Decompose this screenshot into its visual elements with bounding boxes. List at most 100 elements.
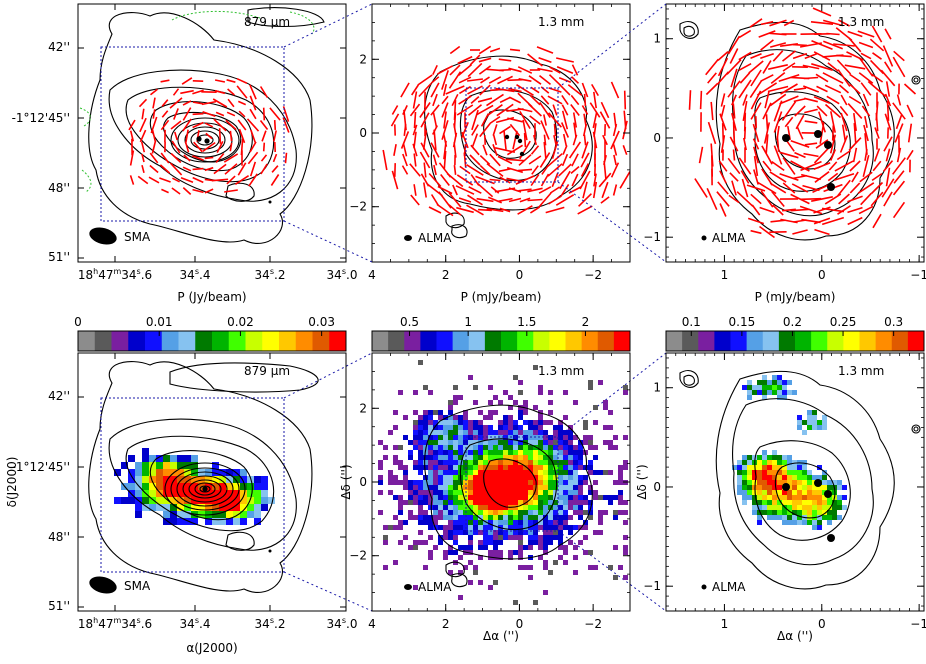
heatmap-cell xyxy=(787,455,792,460)
heatmap-cell xyxy=(473,400,478,405)
heatmap-cell xyxy=(433,470,438,475)
heatmap-cell xyxy=(578,500,583,505)
heatmap-cell xyxy=(448,400,453,405)
polarization-vector xyxy=(701,91,702,109)
heatmap-cell xyxy=(573,445,578,450)
heatmap-cell xyxy=(156,469,163,476)
tr-source-marker xyxy=(824,141,832,149)
polarization-vector xyxy=(262,155,267,161)
polarization-vector xyxy=(507,118,522,122)
heatmap-cell xyxy=(807,505,812,510)
polarization-vector xyxy=(782,102,795,121)
polarization-vector xyxy=(206,133,212,138)
heatmap-cell xyxy=(583,480,588,485)
heatmap-cell xyxy=(393,425,398,430)
heatmap-cell xyxy=(468,470,473,475)
heatmap-cell xyxy=(812,520,817,525)
heatmap-cell xyxy=(438,505,443,510)
tl-source-marker xyxy=(269,201,272,204)
heatmap-cell xyxy=(473,495,478,500)
colorbar-swatch xyxy=(95,331,112,351)
polarization-vector xyxy=(404,124,405,136)
heatmap-cell xyxy=(438,510,443,515)
polarization-vector xyxy=(161,80,170,82)
polarization-vector xyxy=(529,104,542,116)
colorbar-swatch xyxy=(731,331,748,351)
heatmap-cell xyxy=(593,495,598,500)
heatmap-cell xyxy=(538,415,543,420)
heatmap-cell xyxy=(518,430,523,435)
heatmap-cell xyxy=(453,415,458,420)
polarization-vector xyxy=(392,106,397,115)
heatmap-cell xyxy=(423,465,428,470)
y-tick-label: 0 xyxy=(653,131,661,145)
polarization-vector xyxy=(805,143,817,145)
heatmap-cell xyxy=(553,485,558,490)
heatmap-cell xyxy=(737,460,742,465)
heatmap-cell xyxy=(443,435,448,440)
heatmap-cell xyxy=(443,525,448,530)
heatmap-cell xyxy=(538,545,543,550)
heatmap-cell xyxy=(142,476,149,483)
heatmap-cell xyxy=(558,475,563,480)
heatmap-cell xyxy=(528,535,533,540)
heatmap-cell xyxy=(598,495,603,500)
heatmap-cell xyxy=(458,450,463,455)
polarization-vector xyxy=(594,92,596,108)
heatmap-cell xyxy=(837,480,842,485)
heatmap-cell xyxy=(398,525,403,530)
heatmap-cell xyxy=(523,490,528,495)
heatmap-cell xyxy=(742,470,747,475)
polarization-vector xyxy=(494,135,497,145)
heatmap-cell xyxy=(438,500,443,505)
colorbar-swatch xyxy=(876,331,893,351)
heatmap-cell xyxy=(413,440,418,445)
heatmap-cell xyxy=(433,490,438,495)
polarization-vector xyxy=(150,166,158,173)
heatmap-cell xyxy=(513,510,518,515)
heatmap-cell xyxy=(488,585,493,590)
heatmap-cell xyxy=(473,425,478,430)
heatmap-cell xyxy=(782,520,787,525)
heatmap-cell xyxy=(443,440,448,445)
heatmap-cell xyxy=(553,440,558,445)
heatmap-cell xyxy=(443,470,448,475)
heatmap-cell xyxy=(762,505,767,510)
heatmap-cell xyxy=(418,500,423,505)
heatmap-cell xyxy=(568,480,573,485)
heatmap-cell xyxy=(483,500,488,505)
heatmap-cell xyxy=(568,525,573,530)
polarization-vector xyxy=(482,114,489,127)
polarization-vector xyxy=(441,175,450,186)
heatmap-cell xyxy=(438,445,443,450)
heatmap-cell xyxy=(503,480,508,485)
heatmap-cell xyxy=(458,530,463,535)
heatmap-cell xyxy=(128,455,135,462)
bl-ytick: 51'' xyxy=(48,599,70,613)
polarization-vector xyxy=(193,114,204,115)
colorbar-swatch xyxy=(549,331,566,351)
heatmap-cell xyxy=(433,500,438,505)
heatmap-cell xyxy=(453,470,458,475)
heatmap-cell xyxy=(508,440,513,445)
heatmap-cell xyxy=(448,530,453,535)
heatmap-cell xyxy=(558,490,563,495)
heatmap-cell xyxy=(508,470,513,475)
heatmap-cell xyxy=(802,430,807,435)
heatmap-cell xyxy=(483,510,488,515)
x-tick-label: −1 xyxy=(910,268,926,282)
heatmap-cell xyxy=(578,455,583,460)
heatmap-cell xyxy=(418,360,423,365)
heatmap-cell xyxy=(503,445,508,450)
heatmap-cell xyxy=(543,460,548,465)
heatmap-cell xyxy=(478,580,483,585)
heatmap-cell xyxy=(254,504,261,511)
polarization-vector xyxy=(518,169,532,170)
heatmap-cell xyxy=(453,510,458,515)
polarization-vector xyxy=(604,161,606,179)
heatmap-cell xyxy=(493,450,498,455)
heatmap-cell xyxy=(832,510,837,515)
polarization-vector xyxy=(193,169,204,170)
